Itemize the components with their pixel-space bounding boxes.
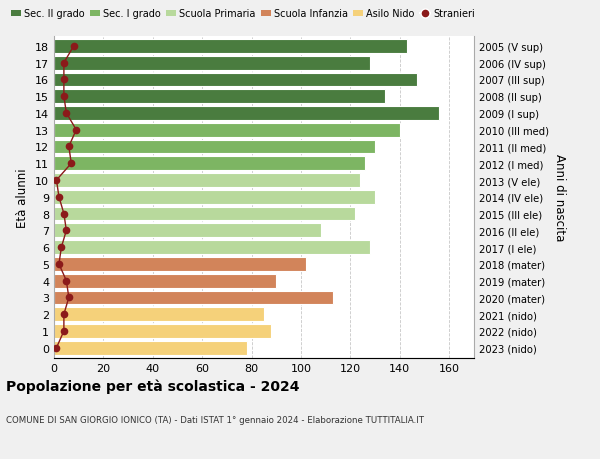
Bar xyxy=(54,157,365,171)
Bar xyxy=(54,73,417,87)
Bar xyxy=(54,90,385,104)
Bar xyxy=(54,140,375,154)
Bar xyxy=(54,174,361,187)
Bar xyxy=(54,207,355,221)
Y-axis label: Età alunni: Età alunni xyxy=(16,168,29,227)
Text: COMUNE DI SAN GIORGIO IONICO (TA) - Dati ISTAT 1° gennaio 2024 - Elaborazione TU: COMUNE DI SAN GIORGIO IONICO (TA) - Dati… xyxy=(6,415,424,425)
Bar xyxy=(54,40,407,54)
Text: Popolazione per età scolastica - 2024: Popolazione per età scolastica - 2024 xyxy=(6,379,299,393)
Bar xyxy=(54,274,277,288)
Bar xyxy=(54,257,306,271)
Bar xyxy=(54,107,439,121)
Bar xyxy=(54,56,370,70)
Bar xyxy=(54,123,400,137)
Legend: Sec. II grado, Sec. I grado, Scuola Primaria, Scuola Infanzia, Asilo Nido, Stran: Sec. II grado, Sec. I grado, Scuola Prim… xyxy=(11,10,475,19)
Bar xyxy=(54,325,271,338)
Y-axis label: Anni di nascita: Anni di nascita xyxy=(553,154,566,241)
Bar xyxy=(54,224,321,238)
Bar xyxy=(54,241,370,254)
Bar xyxy=(54,308,264,321)
Bar xyxy=(54,341,247,355)
Bar xyxy=(54,291,333,305)
Bar xyxy=(54,190,375,204)
